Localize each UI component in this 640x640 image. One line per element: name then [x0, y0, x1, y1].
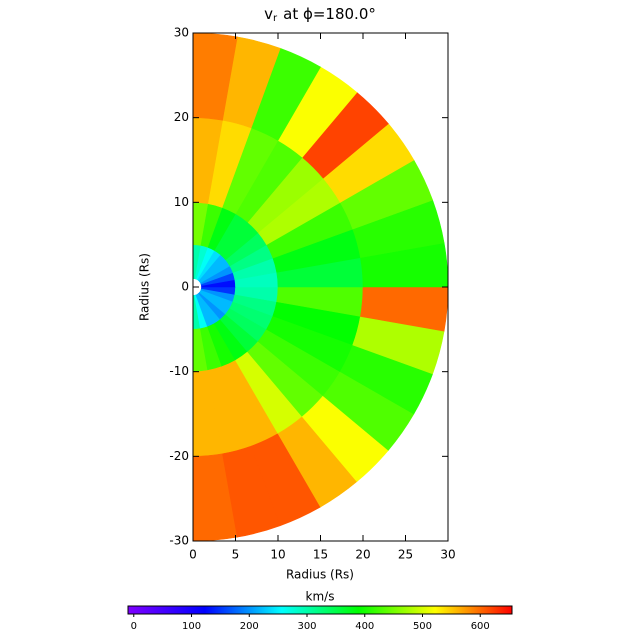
- colorbar: [127, 605, 513, 615]
- x-tick-label: 30: [440, 548, 455, 562]
- x-axis-label: Radius (Rs): [286, 568, 354, 582]
- colorbar-tick-label: 200: [240, 621, 259, 632]
- colorbar-tick-label: 100: [182, 621, 201, 632]
- x-tick-label: 10: [270, 548, 285, 562]
- x-tick-label: 5: [232, 548, 240, 562]
- colorbar-tick-label: 0: [131, 621, 137, 632]
- x-tick-label: 25: [398, 548, 413, 562]
- x-tick-label: 0: [189, 548, 197, 562]
- colorbar-label: km/s: [306, 590, 335, 604]
- y-tick-label: 0: [181, 280, 189, 294]
- title-symbol: v: [264, 5, 273, 23]
- y-tick-label: -30: [169, 534, 189, 548]
- colorbar-tick-label: 500: [413, 621, 432, 632]
- x-tick-label: 20: [355, 548, 370, 562]
- y-axis-label: Radius (Rs): [138, 253, 152, 321]
- y-tick-label: -10: [169, 364, 189, 378]
- y-tick-label: 30: [174, 26, 189, 40]
- title-text: at ϕ=180.0°: [283, 5, 376, 23]
- heatmap: [192, 32, 449, 542]
- title-subscript: r: [273, 13, 278, 24]
- chart-title: vr at ϕ=180.0°: [264, 5, 376, 25]
- colorbar-tick-label: 600: [471, 621, 490, 632]
- y-tick-label: 10: [174, 195, 189, 209]
- y-tick-label: 20: [174, 110, 189, 124]
- x-tick-label: 15: [313, 548, 328, 562]
- colorbar-tick-label: 400: [355, 621, 374, 632]
- colorbar-tick-label: 300: [297, 621, 316, 632]
- y-tick-label: -20: [169, 449, 189, 463]
